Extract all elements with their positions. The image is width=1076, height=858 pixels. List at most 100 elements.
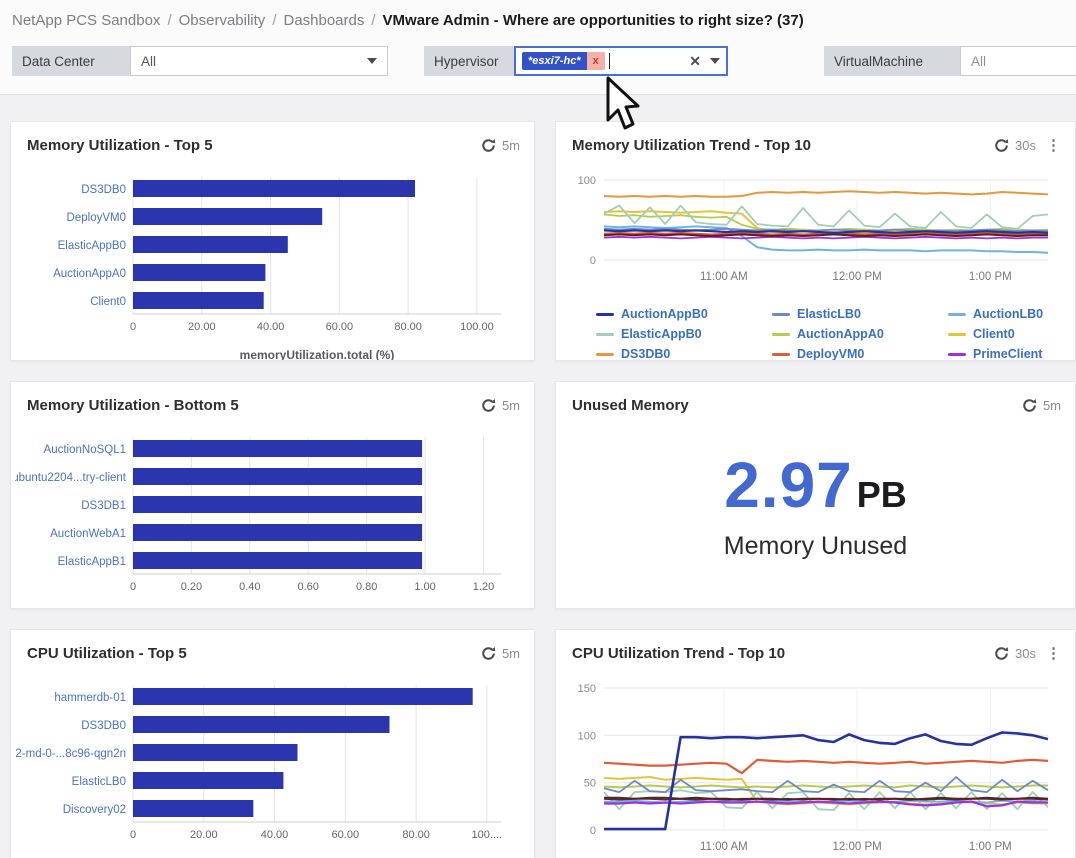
svg-text:80.00: 80.00	[394, 321, 422, 333]
legend-swatch	[772, 332, 790, 336]
svg-text:ubuntu2204...try-client: ubuntu2204...try-client	[15, 472, 127, 484]
legend-swatch	[948, 312, 966, 316]
svg-text:AuctionAppA0: AuctionAppA0	[53, 268, 126, 280]
svg-text:20.00: 20.00	[188, 321, 216, 333]
kebab-menu-icon[interactable]: ⋮	[1046, 645, 1061, 662]
legend-item[interactable]: AuctionAppA0	[772, 327, 922, 341]
refresh-arrow-icon	[995, 646, 1009, 660]
refresh-interval: 5m	[501, 138, 520, 153]
cpu-top5-bar-chart: 0 20.00 40.00 60.00 80.00 100.... hammerdb-01 D…	[11, 680, 534, 858]
svg-text:60.00: 60.00	[332, 829, 360, 841]
svg-text:0: 0	[130, 829, 136, 841]
legend-item[interactable]: ElasticLB0	[772, 307, 922, 321]
hypervisor-label: Hypervisor	[424, 46, 514, 76]
chevron-down-icon[interactable]	[710, 58, 720, 64]
refresh-icon[interactable]	[481, 646, 496, 661]
svg-text:100: 100	[578, 175, 596, 187]
unused-memory-value: 2.97	[724, 448, 853, 521]
legend-item[interactable]: Client0	[948, 327, 1075, 341]
svg-text:0: 0	[130, 581, 136, 593]
legend-item[interactable]: DS3DB0	[596, 347, 746, 360]
svg-text:Client0: Client0	[90, 296, 126, 308]
unused-memory-unit: PB	[856, 473, 907, 515]
svg-text:hammerdb-01: hammerdb-01	[54, 692, 126, 704]
breadcrumb-item-sandbox[interactable]: NetApp PCS Sandbox	[12, 12, 161, 29]
hypervisor-filter-chip[interactable]: *esxi7-hc*	[522, 52, 587, 70]
cpu-trend-line-chart: 0 50 100 150 11:00 AM 12:00 PM 1:00 PM	[556, 672, 1075, 858]
svg-text:100....: 100....	[472, 829, 503, 841]
svg-text:0.60: 0.60	[297, 581, 318, 593]
memory-trend-line-chart: 0 100 11:00 AM 12:00 PM 1:00 PM	[556, 164, 1075, 297]
chart-svg: 0 20.00 40.00 60.00 80.00 100.... hammerdb-01 D…	[11, 685, 503, 858]
legend-swatch	[772, 312, 790, 316]
legend-swatch	[596, 332, 614, 336]
svg-text:1:00 PM: 1:00 PM	[969, 841, 1012, 853]
svg-text:12:00 PM: 12:00 PM	[832, 271, 881, 283]
data-center-dropdown[interactable]: All	[130, 46, 388, 76]
clear-icon[interactable]: ✕	[689, 52, 701, 69]
dashboard-grid: Memory Utilization - Top 5 5m 0 20.00 40.0…	[0, 95, 1076, 858]
svg-text:11:00 AM: 11:00 AM	[700, 841, 748, 853]
svg-text:AuctionNoSQL1: AuctionNoSQL1	[44, 444, 126, 456]
refresh-arrow-icon	[482, 138, 496, 152]
refresh-arrow-icon	[1023, 398, 1037, 412]
svg-text:50: 50	[584, 778, 596, 790]
kebab-menu-icon[interactable]: ⋮	[1046, 137, 1061, 154]
panel-title: Memory Utilization - Top 5	[27, 137, 213, 154]
chart-svg: 0 0.20 0.40 0.60 0.80 1.00 1.20 AuctionNoSQL1 ub…	[12, 437, 501, 609]
panel-title: Unused Memory	[572, 397, 689, 414]
breadcrumb-separator: /	[272, 12, 277, 29]
legend-item[interactable]: DeployVM0	[772, 347, 922, 360]
svg-text:1:00 PM: 1:00 PM	[969, 271, 1012, 283]
refresh-icon[interactable]	[1022, 398, 1037, 413]
data-center-value: All	[141, 53, 157, 69]
legend-swatch	[948, 332, 966, 336]
legend-swatch	[596, 352, 614, 356]
refresh-interval: 30s	[1015, 646, 1036, 661]
panel-cpu-top5: CPU Utilization - Top 5 5m 0 20.00 40.00 60…	[10, 629, 535, 858]
svg-text:40.00: 40.00	[261, 829, 289, 841]
memory-trend-legend: AuctionAppB0ElasticAppB0DS3DB0ElasticApp…	[596, 307, 1075, 360]
chip-remove-icon[interactable]: x	[586, 52, 605, 70]
hypervisor-input[interactable]: *esxi7-hc* x ✕	[514, 46, 728, 76]
virtual-machine-dropdown[interactable]: All	[960, 46, 1076, 76]
svg-text:40.00: 40.00	[257, 321, 285, 333]
svg-text:100.00: 100.00	[460, 321, 494, 333]
svg-text:60.00: 60.00	[326, 321, 354, 333]
panel-memory-trend: Memory Utilization Trend - Top 10 30s ⋮ …	[555, 121, 1076, 361]
breadcrumb-item-dashboards[interactable]: Dashboards	[283, 12, 365, 29]
svg-text:0.40: 0.40	[239, 581, 260, 593]
legend-item[interactable]: PrimeClient	[948, 347, 1075, 360]
refresh-icon[interactable]	[994, 138, 1009, 153]
svg-text:100: 100	[578, 730, 596, 742]
panel-cpu-trend: CPU Utilization Trend - Top 10 30s ⋮ 0 50…	[555, 629, 1076, 858]
svg-text:AuctionWebA1: AuctionWebA1	[50, 528, 126, 540]
legend-item[interactable]: ElasticAppB0	[596, 327, 746, 341]
unused-memory-stat: 2.97 PB Memory Unused	[556, 424, 1075, 584]
refresh-arrow-icon	[995, 138, 1009, 152]
svg-text:1.00: 1.00	[414, 581, 435, 593]
refresh-interval: 5m	[1042, 398, 1061, 413]
refresh-icon[interactable]	[481, 138, 496, 153]
svg-text:20.00: 20.00	[190, 829, 218, 841]
svg-text:11:00 AM: 11:00 AM	[700, 271, 748, 283]
virtual-machine-label: VirtualMachine	[824, 46, 960, 76]
filter-bar: Data Center All Hypervisor *esxi7-hc* x …	[12, 46, 1076, 76]
data-center-label: Data Center	[12, 46, 130, 76]
chevron-down-icon[interactable]	[367, 58, 377, 64]
filter-virtual-machine: VirtualMachine All	[728, 46, 1076, 76]
panel-title: Memory Utilization Trend - Top 10	[572, 137, 811, 154]
svg-text:memoryUtilization.total (%): memoryUtilization.total (%)	[240, 608, 395, 609]
legend-item[interactable]: AuctionAppB0	[596, 307, 746, 321]
legend-item[interactable]: AuctionLB0	[948, 307, 1075, 321]
page-header: NetApp PCS Sandbox / Observability / Das…	[0, 0, 1076, 95]
legend-swatch	[772, 352, 790, 356]
refresh-icon[interactable]	[994, 646, 1009, 661]
breadcrumb: NetApp PCS Sandbox / Observability / Das…	[12, 12, 1076, 29]
breadcrumb-item-observability[interactable]: Observability	[178, 12, 266, 29]
svg-text:DS3DB0: DS3DB0	[81, 720, 126, 732]
svg-text:wc02-md-0-...8c96-qgn2n: wc02-md-0-...8c96-qgn2n	[15, 748, 126, 760]
refresh-icon[interactable]	[481, 398, 496, 413]
filter-data-center: Data Center All	[12, 46, 388, 76]
legend-swatch	[948, 352, 966, 356]
